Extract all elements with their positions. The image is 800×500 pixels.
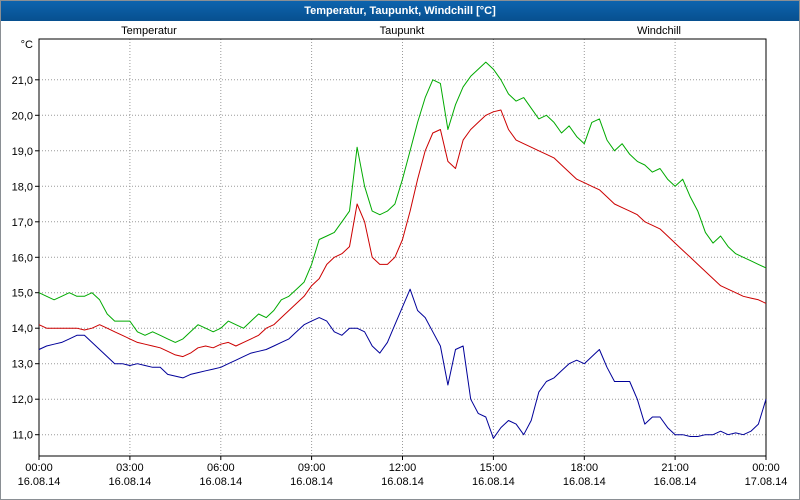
series-line-temperatur	[38, 109, 767, 358]
x-tick-label: 12:00	[389, 462, 417, 474]
x-date-label: 16.08.14	[199, 476, 242, 488]
x-date-label: 16.08.14	[18, 476, 61, 488]
chart-area: Temperatur Taupunkt Windchill °C 11,0 12,…	[1, 21, 799, 499]
y-tick-label: 17,0	[12, 217, 33, 229]
x-tick-label: 00:00	[752, 462, 780, 474]
plot-generated: 11,0 12,0 13,0 14,0 15,0 16,0 17,0 18,0 19,0 20,0…	[12, 38, 788, 488]
chart-title: Temperatur, Taupunkt, Windchill [°C]	[304, 5, 496, 17]
y-tick-label: 16,0	[12, 252, 33, 264]
x-date-label: 16.08.14	[290, 476, 333, 488]
y-tick-label: 11,0	[12, 430, 33, 442]
y-axis-unit-label: °C	[21, 39, 33, 51]
series-line-taupunkt	[38, 288, 767, 439]
x-tick-label: 18:00	[571, 462, 599, 474]
y-tick-label: 21,0	[12, 75, 33, 87]
y-tick-label: 13,0	[12, 359, 33, 371]
x-date-label: 16.08.14	[563, 476, 606, 488]
x-date-label: 17.08.14	[745, 476, 788, 488]
x-tick-label: 06:00	[207, 462, 235, 474]
x-date-label: 16.08.14	[472, 476, 515, 488]
legend-temperatur: Temperatur	[121, 25, 177, 37]
series-line-windchill	[38, 61, 767, 343]
chart-plot: Temperatur Taupunkt Windchill °C 11,0 12,…	[12, 25, 788, 488]
x-tick-label: 15:00	[480, 462, 508, 474]
x-date-label: 16.08.14	[654, 476, 697, 488]
y-tick-label: 12,0	[12, 394, 33, 406]
title-bar: Temperatur, Taupunkt, Windchill [°C]	[1, 1, 799, 22]
x-date-label: 16.08.14	[381, 476, 424, 488]
x-tick-label: 03:00	[116, 462, 144, 474]
y-tick-label: 19,0	[12, 146, 33, 158]
y-tick-label: 18,0	[12, 181, 33, 193]
legend-windchill: Windchill	[637, 25, 681, 37]
x-tick-label: 21:00	[661, 462, 689, 474]
y-tick-label: 20,0	[12, 110, 33, 122]
legend-taupunkt: Taupunkt	[380, 25, 425, 37]
x-tick-label: 00:00	[25, 462, 53, 474]
plot-border	[38, 38, 767, 457]
x-tick-label: 09:00	[298, 462, 326, 474]
y-tick-label: 14,0	[12, 323, 33, 335]
y-tick-label: 15,0	[12, 288, 33, 300]
x-date-label: 16.08.14	[108, 476, 151, 488]
